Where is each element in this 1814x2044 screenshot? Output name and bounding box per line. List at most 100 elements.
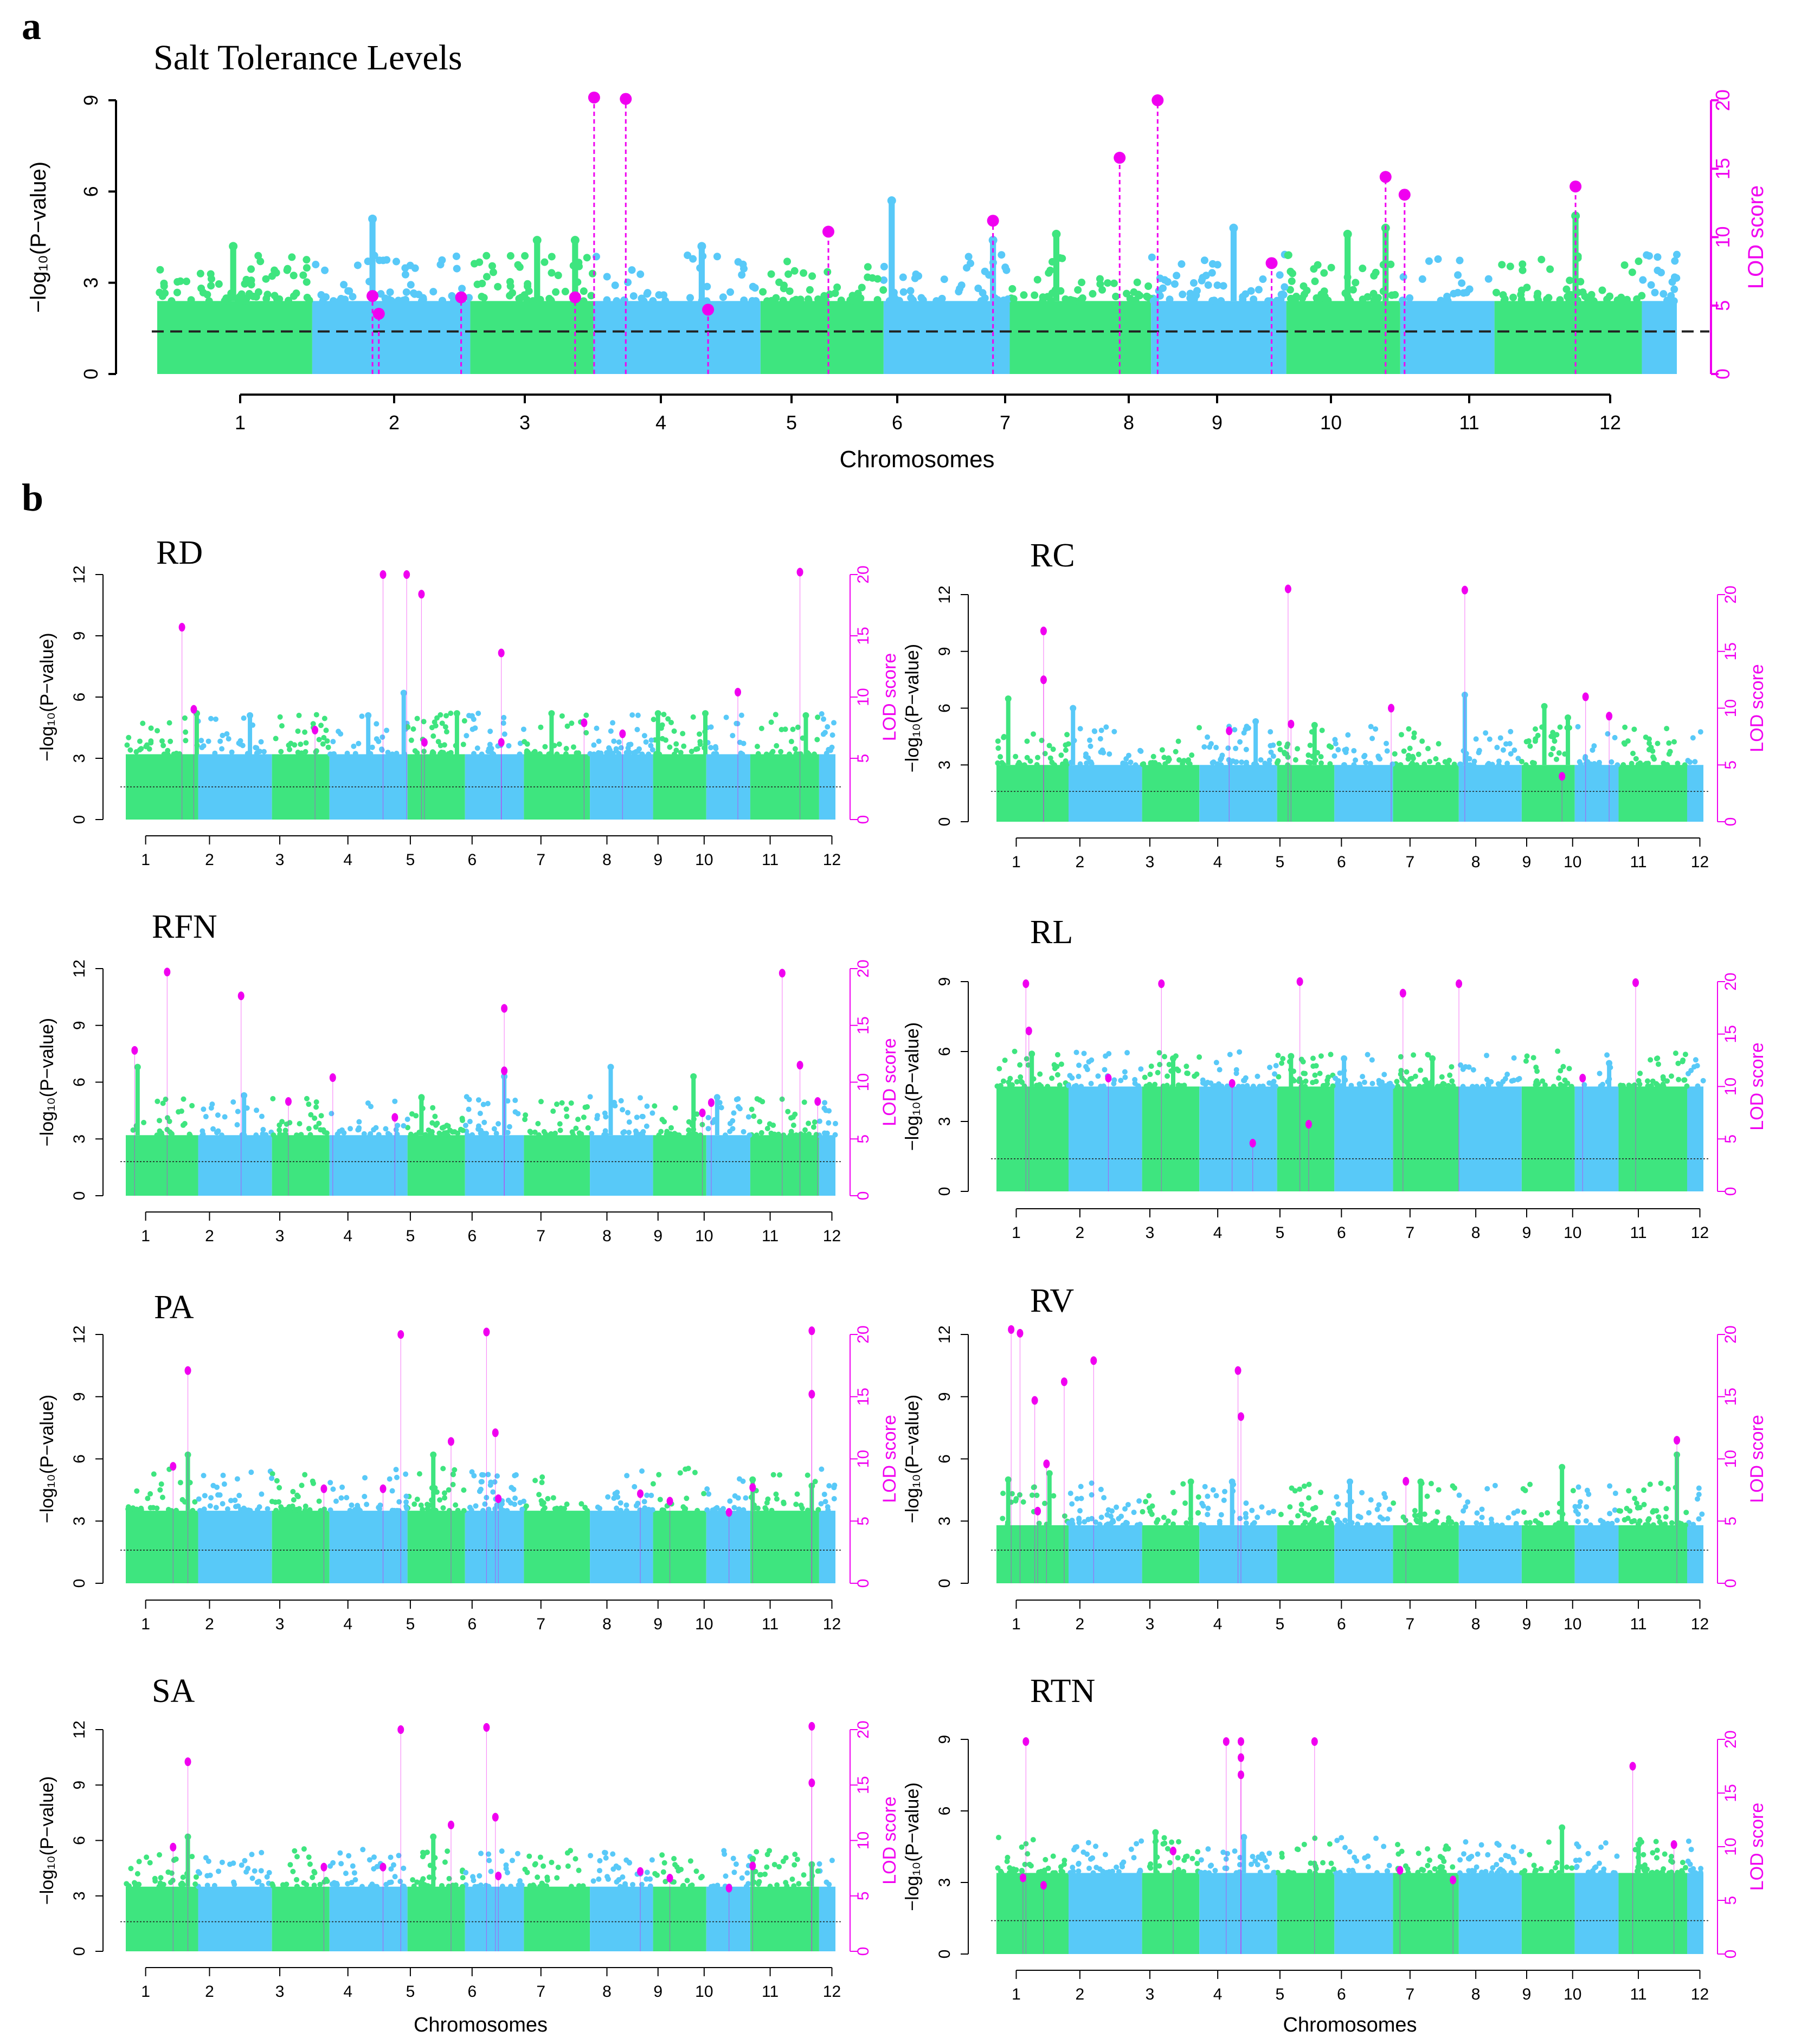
snp-point	[405, 1125, 411, 1131]
snp-point	[647, 1883, 653, 1889]
snp-point	[1363, 759, 1369, 765]
snp-point	[1245, 725, 1251, 731]
snp-point	[1031, 291, 1039, 299]
snp-point	[168, 297, 176, 305]
snp-point	[832, 1132, 838, 1138]
snp-point	[411, 1883, 417, 1889]
x-axis-tick-label: 11	[762, 1983, 779, 2001]
snp-point	[1335, 1501, 1341, 1507]
snp-point	[299, 271, 307, 279]
snp-point	[686, 1119, 692, 1125]
snp-point	[1585, 1850, 1591, 1856]
snp-point	[1483, 1868, 1489, 1874]
snp-point	[822, 730, 828, 736]
snp-point	[1678, 1521, 1684, 1527]
snp-point	[917, 294, 925, 302]
snp-point	[388, 1854, 394, 1860]
snp-point	[1237, 1855, 1243, 1861]
snp-point	[1654, 253, 1662, 261]
snp-point	[501, 731, 507, 737]
snp-point	[1327, 761, 1333, 767]
qtl-point	[1025, 1026, 1032, 1035]
snp-point	[1631, 726, 1637, 732]
snp-point	[199, 288, 207, 296]
snp-point	[1092, 1519, 1098, 1525]
snp-cloud	[995, 724, 1703, 768]
snp-point	[610, 720, 616, 726]
snp-point	[1654, 1869, 1660, 1875]
snp-point	[260, 1127, 266, 1133]
snp-point	[735, 1104, 741, 1110]
snp-point	[556, 741, 562, 747]
snp-point	[374, 721, 379, 727]
peak-point	[1252, 718, 1259, 725]
snp-point	[1162, 1840, 1168, 1846]
snp-point	[611, 738, 617, 744]
snp-point	[371, 1127, 377, 1133]
snp-point	[1012, 1048, 1018, 1054]
snp-point	[1660, 1074, 1666, 1080]
snp-point	[1237, 1049, 1243, 1055]
snp-point	[1181, 1869, 1187, 1875]
chromosome-block	[312, 301, 471, 374]
left-axis-tick-label: 0	[936, 1950, 954, 1959]
snp-point	[1650, 754, 1656, 760]
x-axis-tick-label: 2	[205, 851, 214, 869]
snp-point	[222, 1114, 228, 1120]
snp-point	[564, 723, 570, 729]
snp-point	[1629, 760, 1635, 766]
snp-point	[1680, 1869, 1686, 1875]
peak-point	[1606, 1060, 1613, 1067]
snp-point	[1682, 1077, 1688, 1083]
snp-point	[582, 1505, 588, 1511]
snp-point	[132, 1883, 138, 1889]
snp-point	[1513, 1521, 1519, 1527]
left-axis-tick-label: 12	[70, 1720, 88, 1738]
x-axis-tick-label: 11	[1630, 1615, 1646, 1633]
snp-point	[168, 738, 173, 744]
snp-point	[1531, 1862, 1537, 1868]
snp-point	[1496, 1868, 1502, 1874]
snp-point	[1667, 292, 1675, 300]
snp-point	[1084, 760, 1090, 766]
snp-point	[1114, 1504, 1120, 1510]
snp-point	[678, 750, 684, 756]
snp-point	[239, 1862, 245, 1868]
snp-point	[783, 257, 792, 266]
qtl-point	[1456, 979, 1463, 988]
snp-point	[394, 1131, 400, 1137]
qtl-point	[1226, 726, 1233, 736]
snp-point	[764, 1864, 770, 1870]
snp-point	[734, 720, 739, 726]
snp-point	[1107, 751, 1112, 757]
snp-point	[1643, 760, 1649, 766]
snp-point	[261, 749, 267, 755]
snp-point	[822, 1499, 828, 1505]
snp-point	[401, 295, 409, 304]
snp-point	[376, 1132, 382, 1138]
left-axis-tick-label: 3	[70, 754, 88, 763]
snp-point	[1195, 1849, 1201, 1855]
snp-point	[1076, 1073, 1082, 1079]
snp-point	[474, 745, 480, 751]
right-axis-tick-label: 20	[854, 565, 872, 583]
snp-point	[1685, 758, 1691, 764]
snp-point	[1459, 1520, 1465, 1526]
snp-point	[1023, 1841, 1029, 1847]
left-axis-tick-label: 6	[70, 693, 88, 702]
snp-point	[1669, 1853, 1675, 1859]
qtl-point	[1043, 1459, 1050, 1468]
chromosome-block	[750, 1511, 819, 1583]
snp-point	[1412, 1512, 1418, 1518]
snp-point	[781, 1132, 787, 1138]
x-axis-tick-label: 9	[1212, 411, 1223, 434]
x-axis-tick-label: 9	[1522, 853, 1532, 871]
snp-point	[1258, 757, 1264, 763]
snp-point	[1031, 731, 1037, 737]
snp-point	[995, 1865, 1001, 1871]
snp-point	[1515, 756, 1521, 762]
snp-point	[648, 743, 654, 749]
qtl-point	[707, 1098, 715, 1107]
x-axis-tick-label: 9	[1522, 1985, 1532, 2003]
